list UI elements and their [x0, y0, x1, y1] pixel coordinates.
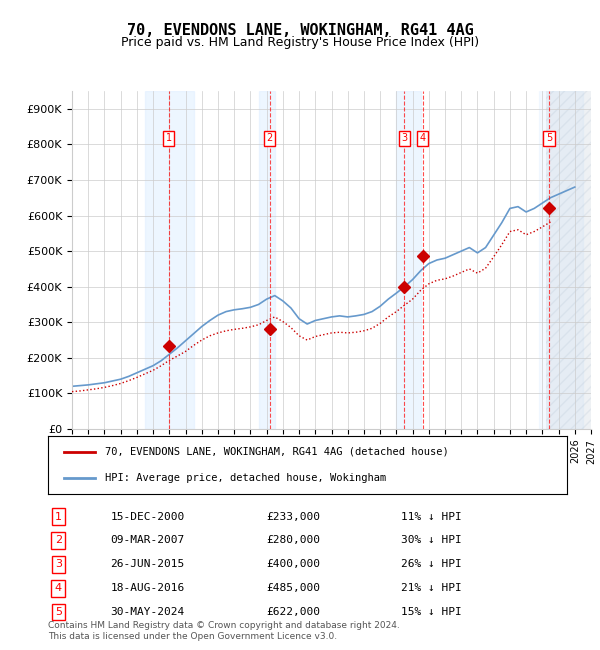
Text: Contains HM Land Registry data © Crown copyright and database right 2024.: Contains HM Land Registry data © Crown c… — [48, 621, 400, 630]
Text: 4: 4 — [420, 133, 426, 143]
Text: £400,000: £400,000 — [266, 560, 320, 569]
Text: 70, EVENDONS LANE, WOKINGHAM, RG41 4AG (detached house): 70, EVENDONS LANE, WOKINGHAM, RG41 4AG (… — [105, 447, 449, 457]
Text: 18-AUG-2016: 18-AUG-2016 — [110, 583, 185, 593]
Text: 2: 2 — [55, 536, 62, 545]
Text: £622,000: £622,000 — [266, 607, 320, 617]
Text: HPI: Average price, detached house, Wokingham: HPI: Average price, detached house, Woki… — [105, 473, 386, 482]
Text: Price paid vs. HM Land Registry's House Price Index (HPI): Price paid vs. HM Land Registry's House … — [121, 36, 479, 49]
Bar — [397, 91, 421, 429]
Text: £280,000: £280,000 — [266, 536, 320, 545]
Text: 4: 4 — [55, 583, 62, 593]
Bar — [259, 91, 275, 429]
Text: 30-MAY-2024: 30-MAY-2024 — [110, 607, 185, 617]
Bar — [145, 91, 194, 429]
Text: 3: 3 — [401, 133, 407, 143]
Text: 1: 1 — [55, 512, 62, 521]
Text: 5: 5 — [55, 607, 62, 617]
Text: 09-MAR-2007: 09-MAR-2007 — [110, 536, 185, 545]
Text: 26-JUN-2015: 26-JUN-2015 — [110, 560, 185, 569]
Text: 1: 1 — [166, 133, 172, 143]
Bar — [545, 91, 591, 429]
Text: 11% ↓ HPI: 11% ↓ HPI — [401, 512, 461, 521]
Text: 70, EVENDONS LANE, WOKINGHAM, RG41 4AG: 70, EVENDONS LANE, WOKINGHAM, RG41 4AG — [127, 23, 473, 38]
Text: 15-DEC-2000: 15-DEC-2000 — [110, 512, 185, 521]
Text: 5: 5 — [546, 133, 552, 143]
Text: 15% ↓ HPI: 15% ↓ HPI — [401, 607, 461, 617]
Text: 3: 3 — [55, 560, 62, 569]
Text: 21% ↓ HPI: 21% ↓ HPI — [401, 583, 461, 593]
Text: 26% ↓ HPI: 26% ↓ HPI — [401, 560, 461, 569]
Text: This data is licensed under the Open Government Licence v3.0.: This data is licensed under the Open Gov… — [48, 632, 337, 641]
Bar — [539, 91, 583, 429]
Text: 2: 2 — [266, 133, 273, 143]
Text: £485,000: £485,000 — [266, 583, 320, 593]
Text: 30% ↓ HPI: 30% ↓ HPI — [401, 536, 461, 545]
Text: £233,000: £233,000 — [266, 512, 320, 521]
